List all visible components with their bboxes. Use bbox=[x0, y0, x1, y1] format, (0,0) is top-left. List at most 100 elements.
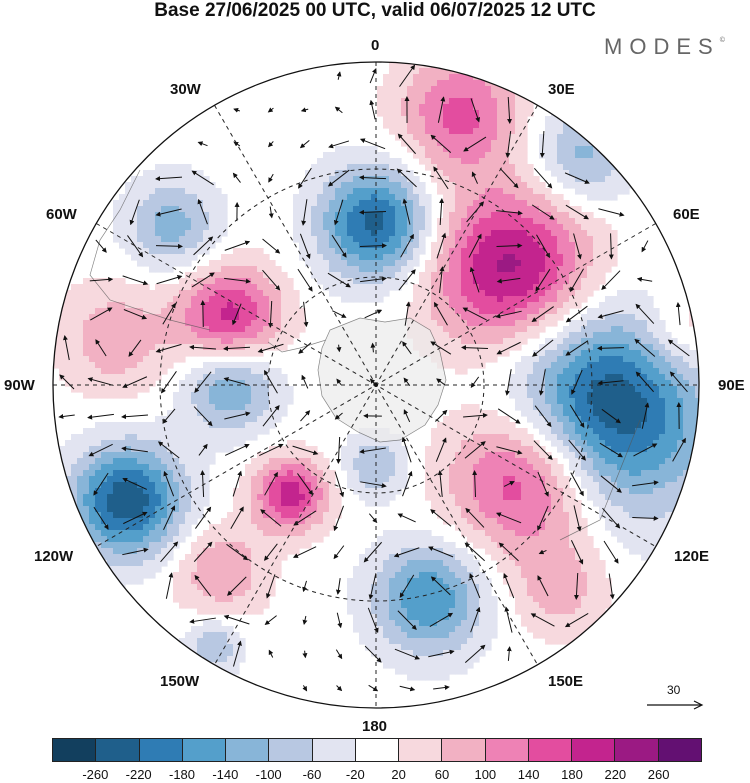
anomaly-cell bbox=[317, 452, 324, 459]
anomaly-cell bbox=[161, 488, 168, 495]
anomaly-cell bbox=[461, 494, 468, 501]
anomaly-cell bbox=[209, 242, 216, 249]
anomaly-cell bbox=[611, 176, 618, 183]
anomaly-cell bbox=[125, 524, 132, 531]
anomaly-cell bbox=[587, 308, 594, 315]
anomaly-cell bbox=[191, 248, 198, 255]
anomaly-cell bbox=[545, 122, 552, 129]
anomaly-cell bbox=[545, 482, 552, 489]
anomaly-cell bbox=[137, 374, 144, 381]
anomaly-cell bbox=[665, 392, 672, 399]
anomaly-cell bbox=[503, 476, 510, 483]
anomaly-cell bbox=[437, 86, 444, 93]
anomaly-cell bbox=[479, 92, 486, 99]
anomaly-cell bbox=[599, 278, 606, 285]
anomaly-cell bbox=[449, 116, 456, 123]
anomaly-cell bbox=[209, 326, 216, 333]
anomaly-cell bbox=[419, 212, 426, 219]
anomaly-cell bbox=[599, 248, 606, 255]
anomaly-cell bbox=[503, 458, 510, 465]
anomaly-cell bbox=[317, 158, 324, 165]
anomaly-cell bbox=[293, 488, 300, 495]
anomaly-cell bbox=[425, 494, 432, 501]
anomaly-cell bbox=[443, 98, 450, 105]
anomaly-cell bbox=[617, 422, 624, 429]
anomaly-cell bbox=[557, 464, 564, 471]
anomaly-cell bbox=[167, 248, 174, 255]
anomaly-cell bbox=[515, 428, 522, 435]
anomaly-cell bbox=[419, 134, 426, 141]
anomaly-cell bbox=[491, 128, 498, 135]
anomaly-cell bbox=[605, 236, 612, 243]
anomaly-cell bbox=[257, 248, 264, 255]
anomaly-cell bbox=[563, 236, 570, 243]
anomaly-cell bbox=[137, 218, 144, 225]
anomaly-cell bbox=[377, 86, 384, 93]
anomaly-cell bbox=[449, 356, 456, 363]
anomaly-cell bbox=[239, 512, 246, 519]
anomaly-cell bbox=[275, 272, 282, 279]
anomaly-cell bbox=[479, 140, 486, 147]
anomaly-cell bbox=[353, 446, 360, 453]
anomaly-cell bbox=[167, 464, 174, 471]
anomaly-cell bbox=[431, 260, 438, 267]
anomaly-cell bbox=[641, 506, 648, 513]
anomaly-cell bbox=[593, 476, 600, 483]
anomaly-cell bbox=[539, 326, 546, 333]
anomaly-cell bbox=[425, 230, 432, 237]
anomaly-cell bbox=[119, 218, 126, 225]
anomaly-cell bbox=[635, 386, 642, 393]
anomaly-cell bbox=[479, 470, 486, 477]
anomaly-cell bbox=[65, 302, 72, 309]
anomaly-cell bbox=[341, 452, 348, 459]
anomaly-cell bbox=[485, 152, 492, 159]
anomaly-cell bbox=[203, 302, 210, 309]
anomaly-cell bbox=[635, 302, 642, 309]
anomaly-cell bbox=[521, 476, 528, 483]
anomaly-cell bbox=[461, 482, 468, 489]
anomaly-cell bbox=[413, 182, 420, 189]
anomaly-cell bbox=[569, 290, 576, 297]
anomaly-cell bbox=[419, 110, 426, 117]
anomaly-cell bbox=[137, 284, 144, 291]
anomaly-cell bbox=[353, 176, 360, 183]
anomaly-cell bbox=[461, 350, 468, 357]
anomaly-cell bbox=[425, 140, 432, 147]
anomaly-cell bbox=[605, 164, 612, 171]
anomaly-cell bbox=[323, 248, 330, 255]
anomaly-cell bbox=[581, 476, 588, 483]
anomaly-cell bbox=[491, 140, 498, 147]
anomaly-cell bbox=[119, 350, 126, 357]
anomaly-cell bbox=[587, 266, 594, 273]
anomaly-cell bbox=[149, 230, 156, 237]
anomaly-cell bbox=[497, 212, 504, 219]
anomaly-cell bbox=[593, 152, 600, 159]
anomaly-cell bbox=[605, 494, 612, 501]
anomaly-cell bbox=[239, 482, 246, 489]
anomaly-cell bbox=[641, 524, 648, 531]
anomaly-cell bbox=[461, 338, 468, 345]
anomaly-cell bbox=[341, 248, 348, 255]
anomaly-cell bbox=[173, 200, 180, 207]
anomaly-cell bbox=[653, 416, 660, 423]
anomaly-cell bbox=[185, 296, 192, 303]
anomaly-cell bbox=[143, 194, 150, 201]
anomaly-cell bbox=[269, 272, 276, 279]
anomaly-cell bbox=[545, 278, 552, 285]
anomaly-cell bbox=[653, 392, 660, 399]
anomaly-cell bbox=[455, 452, 462, 459]
anomaly-cell bbox=[569, 458, 576, 465]
anomaly-cell bbox=[245, 404, 252, 411]
anomaly-cell bbox=[455, 272, 462, 279]
anomaly-cell bbox=[353, 188, 360, 195]
anomaly-cell bbox=[359, 494, 366, 501]
anomaly-cell bbox=[593, 392, 600, 399]
anomaly-cell bbox=[497, 92, 504, 99]
anomaly-cell bbox=[449, 464, 456, 471]
anomaly-cell bbox=[551, 524, 558, 531]
anomaly-cell bbox=[593, 356, 600, 363]
anomaly-cell bbox=[653, 464, 660, 471]
anomaly-cell bbox=[179, 218, 186, 225]
anomaly-cell bbox=[563, 296, 570, 303]
anomaly-cell bbox=[347, 482, 354, 489]
